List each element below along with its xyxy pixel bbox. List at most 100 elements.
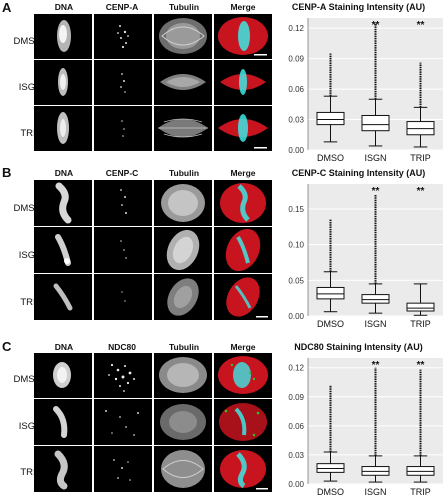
- box: [361, 294, 390, 304]
- micrograph-dna-trip: [34, 274, 92, 320]
- column-header-dna: DNA: [54, 168, 74, 178]
- significance-mark: **: [417, 186, 425, 197]
- micrograph-tubulin-dmso: [154, 353, 212, 398]
- y-tick-label: 0.12: [288, 24, 304, 33]
- micrograph-merge-trip: [214, 106, 272, 151]
- column-header-dna: DNA: [54, 2, 74, 12]
- micrograph-tubulin-dmso: [154, 180, 212, 226]
- y-tick-label: 0.10: [288, 241, 304, 250]
- micrograph-dna-dmso: [34, 14, 92, 59]
- box: [406, 121, 435, 136]
- y-tick-label: 0.00: [288, 312, 304, 321]
- column-header-tubulin: Tubulin: [168, 2, 200, 12]
- micrograph-cenpa-trip: [94, 106, 152, 151]
- y-tick-label: 0.15: [288, 205, 304, 214]
- significance-mark: **: [372, 360, 380, 371]
- chart-title: NDC80 Staining Intensity (AU): [294, 342, 423, 352]
- micrograph-ndc80-isgn: [94, 399, 152, 445]
- y-tick-label: 0.06: [288, 85, 304, 94]
- box: [316, 111, 345, 126]
- y-tick-label: 0.00: [288, 146, 304, 155]
- box-plot-ndc80: 0.00 0.03 0.06 0.09 0.12 DMSO ISGN ** TRIP **: [288, 358, 443, 497]
- x-tick-label: ISGN: [364, 487, 386, 497]
- micrograph-tubulin-trip: [154, 446, 212, 492]
- micrograph-dna-trip: [34, 446, 92, 492]
- column-header-tubulin: Tubulin: [168, 342, 200, 352]
- row-label-isgn: ISGN: [18, 250, 42, 261]
- chart-title: CENP-C Staining Intensity (AU): [291, 168, 426, 178]
- panel-letter: C: [2, 339, 12, 354]
- micrograph-dna-isgn: [34, 399, 92, 445]
- x-tick-label: DMSO: [317, 487, 344, 497]
- micrograph-tubulin-isgn: [154, 227, 212, 273]
- y-tick-label: 0.09: [288, 55, 304, 64]
- row-label-dmso: DMSO: [13, 203, 43, 214]
- micrograph-cenpc-dmso: [94, 180, 152, 226]
- row-label-isgn: ISGN: [18, 82, 42, 93]
- micrograph-merge-isgn: [214, 60, 272, 105]
- box-plot-cenpa: 0.00 0.03 0.06 0.09 0.12 DMSO ISGN ** TRIP **: [288, 18, 443, 163]
- micrograph-dna-isgn: [34, 227, 92, 273]
- x-tick-label: DMSO: [317, 319, 344, 329]
- x-tick-label: DMSO: [317, 153, 344, 163]
- x-tick-label: TRIP: [410, 319, 431, 329]
- micrograph-dna-dmso: [34, 353, 92, 398]
- column-header-merge: Merge: [230, 2, 256, 12]
- micrograph-merge-dmso: [214, 180, 272, 226]
- x-tick-label: TRIP: [410, 487, 431, 497]
- row-label-trip: TRIP: [20, 128, 42, 139]
- micrograph-tubulin-trip: [154, 274, 212, 320]
- row-label-trip: TRIP: [20, 467, 42, 478]
- chart-title: CENP-A Staining Intensity (AU): [291, 2, 426, 12]
- row-label-trip: TRIP: [20, 297, 42, 308]
- panel-letter: B: [2, 165, 12, 180]
- row-label-isgn: ISGN: [18, 421, 42, 432]
- micrograph-merge-trip: [214, 274, 272, 320]
- micrograph-merge-dmso: [214, 14, 272, 59]
- y-tick-label: 0.09: [288, 393, 304, 402]
- significance-mark: **: [417, 360, 425, 371]
- micrograph-ndc80-dmso: [94, 353, 152, 398]
- micrograph-merge-isgn: [214, 227, 272, 273]
- x-tick-label: ISGN: [364, 153, 386, 163]
- row-label-dmso: DMSO: [13, 374, 43, 385]
- micrograph-dna-trip: [34, 106, 92, 151]
- significance-mark: **: [417, 20, 425, 31]
- y-tick-label: 0.00: [288, 480, 304, 489]
- y-tick-label: 0.03: [288, 116, 304, 125]
- column-header-marker: NDC80: [108, 342, 136, 352]
- x-tick-label: ISGN: [364, 319, 386, 329]
- micrograph-dna-dmso: [34, 180, 92, 226]
- micrograph-ndc80-trip: [94, 446, 152, 492]
- y-tick-label: 0.12: [288, 364, 304, 373]
- column-header-merge: Merge: [230, 342, 256, 352]
- column-header-marker: CENP-A: [105, 2, 139, 12]
- y-tick-label: 0.03: [288, 451, 304, 460]
- micrograph-merge-dmso: [214, 353, 272, 398]
- micrograph-merge-isgn: [214, 399, 272, 445]
- micrograph-dna-isgn: [34, 60, 92, 105]
- micrograph-cenpc-trip: [94, 274, 152, 320]
- micrograph-tubulin-isgn: [154, 60, 212, 105]
- column-header-marker: CENP-C: [105, 168, 139, 178]
- significance-mark: **: [372, 186, 380, 197]
- panel-letter: A: [2, 0, 12, 15]
- x-tick-label: TRIP: [410, 153, 431, 163]
- column-header-merge: Merge: [230, 168, 256, 178]
- column-header-dna: DNA: [54, 342, 74, 352]
- micrograph-tubulin-dmso: [154, 14, 212, 59]
- row-label-dmso: DMSO: [13, 36, 43, 47]
- box: [406, 302, 435, 312]
- column-header-tubulin: Tubulin: [168, 168, 200, 178]
- micrograph-tubulin-isgn: [154, 399, 212, 445]
- micrograph-cenpa-dmso: [94, 14, 152, 59]
- significance-mark: **: [372, 20, 380, 31]
- micrograph-tubulin-trip: [154, 106, 212, 151]
- box-plot-cenpc: 0.00 0.05 0.10 0.15 DMSO ISGN ** TRIP **: [288, 184, 443, 329]
- box: [361, 114, 390, 132]
- y-tick-label: 0.05: [288, 276, 304, 285]
- micrograph-cenpa-isgn: [94, 60, 152, 105]
- y-tick-label: 0.06: [288, 422, 304, 431]
- micrograph-cenpc-isgn: [94, 227, 152, 273]
- micrograph-merge-trip: [214, 446, 272, 492]
